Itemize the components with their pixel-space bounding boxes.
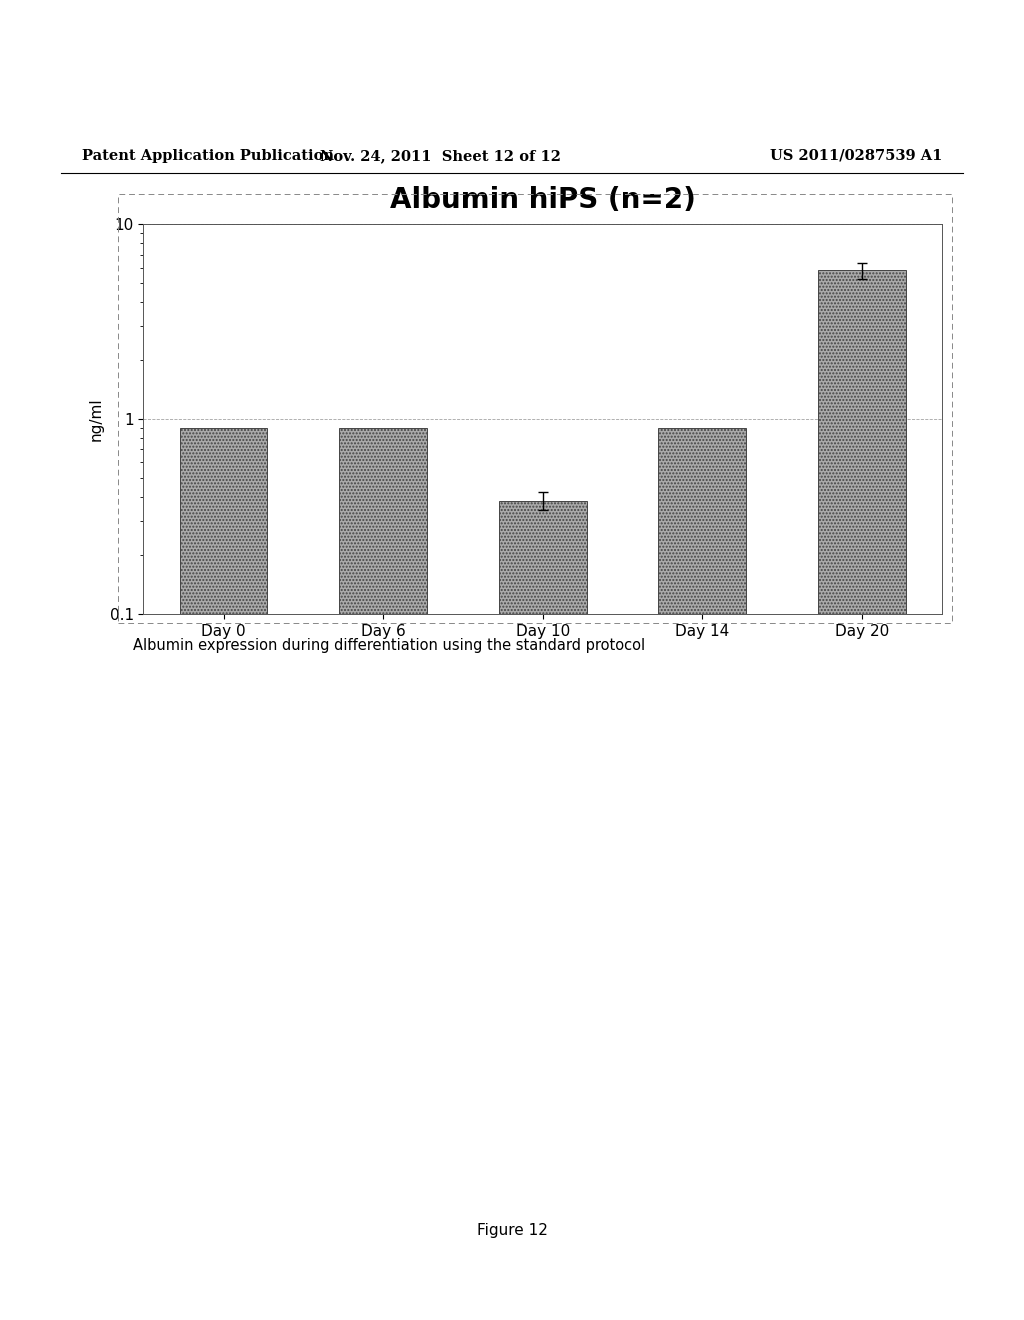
Bar — [339, 428, 427, 1320]
Text: Figure 12: Figure 12 — [476, 1224, 548, 1238]
Text: Albumin expression during differentiation using the standard protocol: Albumin expression during differentiatio… — [133, 638, 645, 652]
Bar — [658, 428, 746, 1320]
Text: US 2011/0287539 A1: US 2011/0287539 A1 — [770, 149, 942, 162]
Bar — [818, 271, 906, 1320]
Text: Patent Application Publication: Patent Application Publication — [82, 149, 334, 162]
Bar — [499, 500, 587, 1320]
Y-axis label: ng/ml: ng/ml — [89, 397, 104, 441]
Text: Nov. 24, 2011  Sheet 12 of 12: Nov. 24, 2011 Sheet 12 of 12 — [319, 149, 561, 162]
Bar — [179, 428, 267, 1320]
Title: Albumin hiPS (n=2): Albumin hiPS (n=2) — [390, 186, 695, 214]
